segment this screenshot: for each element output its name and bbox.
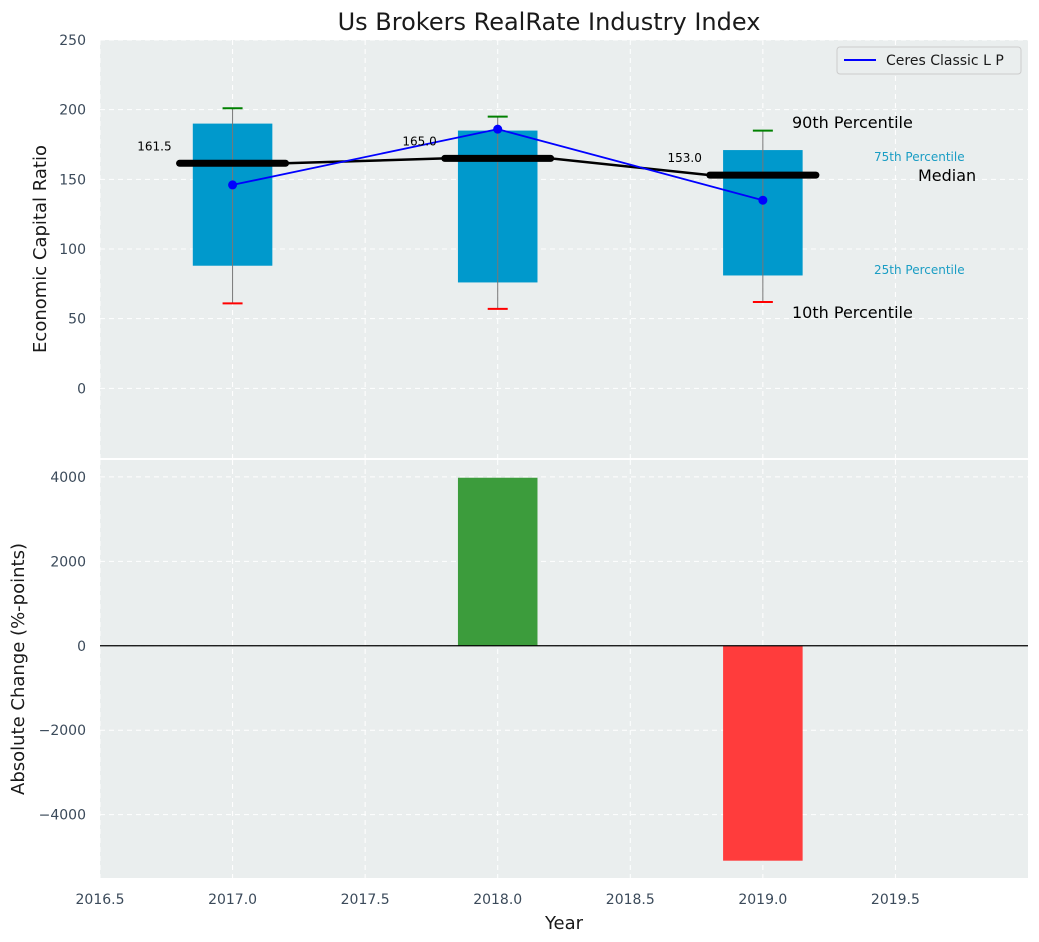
legend-label-company: Ceres Classic L P xyxy=(886,53,1004,69)
annotation-p75: 75th Percentile xyxy=(874,150,965,164)
median-value-label-2019: 153.0 xyxy=(668,151,702,165)
top-y-tick-label: 50 xyxy=(68,312,86,328)
x-axis-label: Year xyxy=(544,913,584,934)
company-series xyxy=(228,124,768,205)
bottom-y-ticks: 4000 2000 0 −2000 −4000 xyxy=(39,470,86,824)
x-tick-label: 2016.5 xyxy=(76,892,125,908)
median-value-label-2017: 161.5 xyxy=(137,139,171,153)
top-y-tick-label: 150 xyxy=(59,172,86,188)
annotation-p25: 25th Percentile xyxy=(874,263,965,277)
x-tick-label: 2019.0 xyxy=(738,892,787,908)
annotation-median: Median xyxy=(918,166,976,185)
change-bar-2018 xyxy=(457,477,538,646)
top-y-tick-label: 100 xyxy=(59,242,86,258)
top-y-tick-label: 200 xyxy=(59,103,86,119)
legend: Ceres Classic L P xyxy=(836,46,1022,75)
median-markers xyxy=(176,154,820,179)
change-bars xyxy=(457,477,803,861)
whiskers xyxy=(222,107,773,310)
median-value-labels: 161.5 165.0 153.0 xyxy=(137,134,702,165)
change-bar-2019 xyxy=(723,645,803,861)
top-y-axis-label: Economic Capital Ratio xyxy=(30,145,51,353)
annotation-p90: 90th Percentile xyxy=(792,113,913,132)
x-tick-label: 2017.5 xyxy=(341,892,390,908)
bottom-y-tick-label: 4000 xyxy=(50,470,86,486)
median-value-label-2018: 165.0 xyxy=(402,134,436,148)
chart-title: Us Brokers RealRate Industry Index xyxy=(338,8,761,36)
bottom-y-tick-label: 2000 xyxy=(50,554,86,570)
median-trend-line xyxy=(179,157,816,177)
x-tick-label: 2019.5 xyxy=(871,892,920,908)
top-y-tick-label: 250 xyxy=(59,33,86,49)
company-point-2018 xyxy=(493,124,503,134)
percentile-annotations: 90th Percentile 75th Percentile Median 2… xyxy=(792,113,976,322)
x-tick-label: 2017.0 xyxy=(208,892,257,908)
bottom-plot-panel xyxy=(100,460,1028,878)
x-tick-label: 2018.5 xyxy=(606,892,655,908)
top-y-tick-label: 0 xyxy=(77,381,86,397)
bottom-y-tick-label: −4000 xyxy=(39,808,86,824)
top-y-ticks: 0 50 100 150 200 250 xyxy=(59,33,86,397)
x-tick-label: 2018.0 xyxy=(473,892,522,908)
company-point-2017 xyxy=(228,180,238,190)
annotation-p10: 10th Percentile xyxy=(792,303,913,322)
bottom-y-tick-label: 0 xyxy=(77,639,86,655)
x-ticks: 2016.5 2017.0 2017.5 2018.0 2018.5 2019.0 2019… xyxy=(76,892,920,908)
bottom-y-axis-label: Absolute Change (%-points) xyxy=(8,543,29,795)
company-point-2019 xyxy=(758,195,768,205)
bottom-y-tick-label: −2000 xyxy=(39,723,86,739)
legend-box xyxy=(836,46,1022,75)
